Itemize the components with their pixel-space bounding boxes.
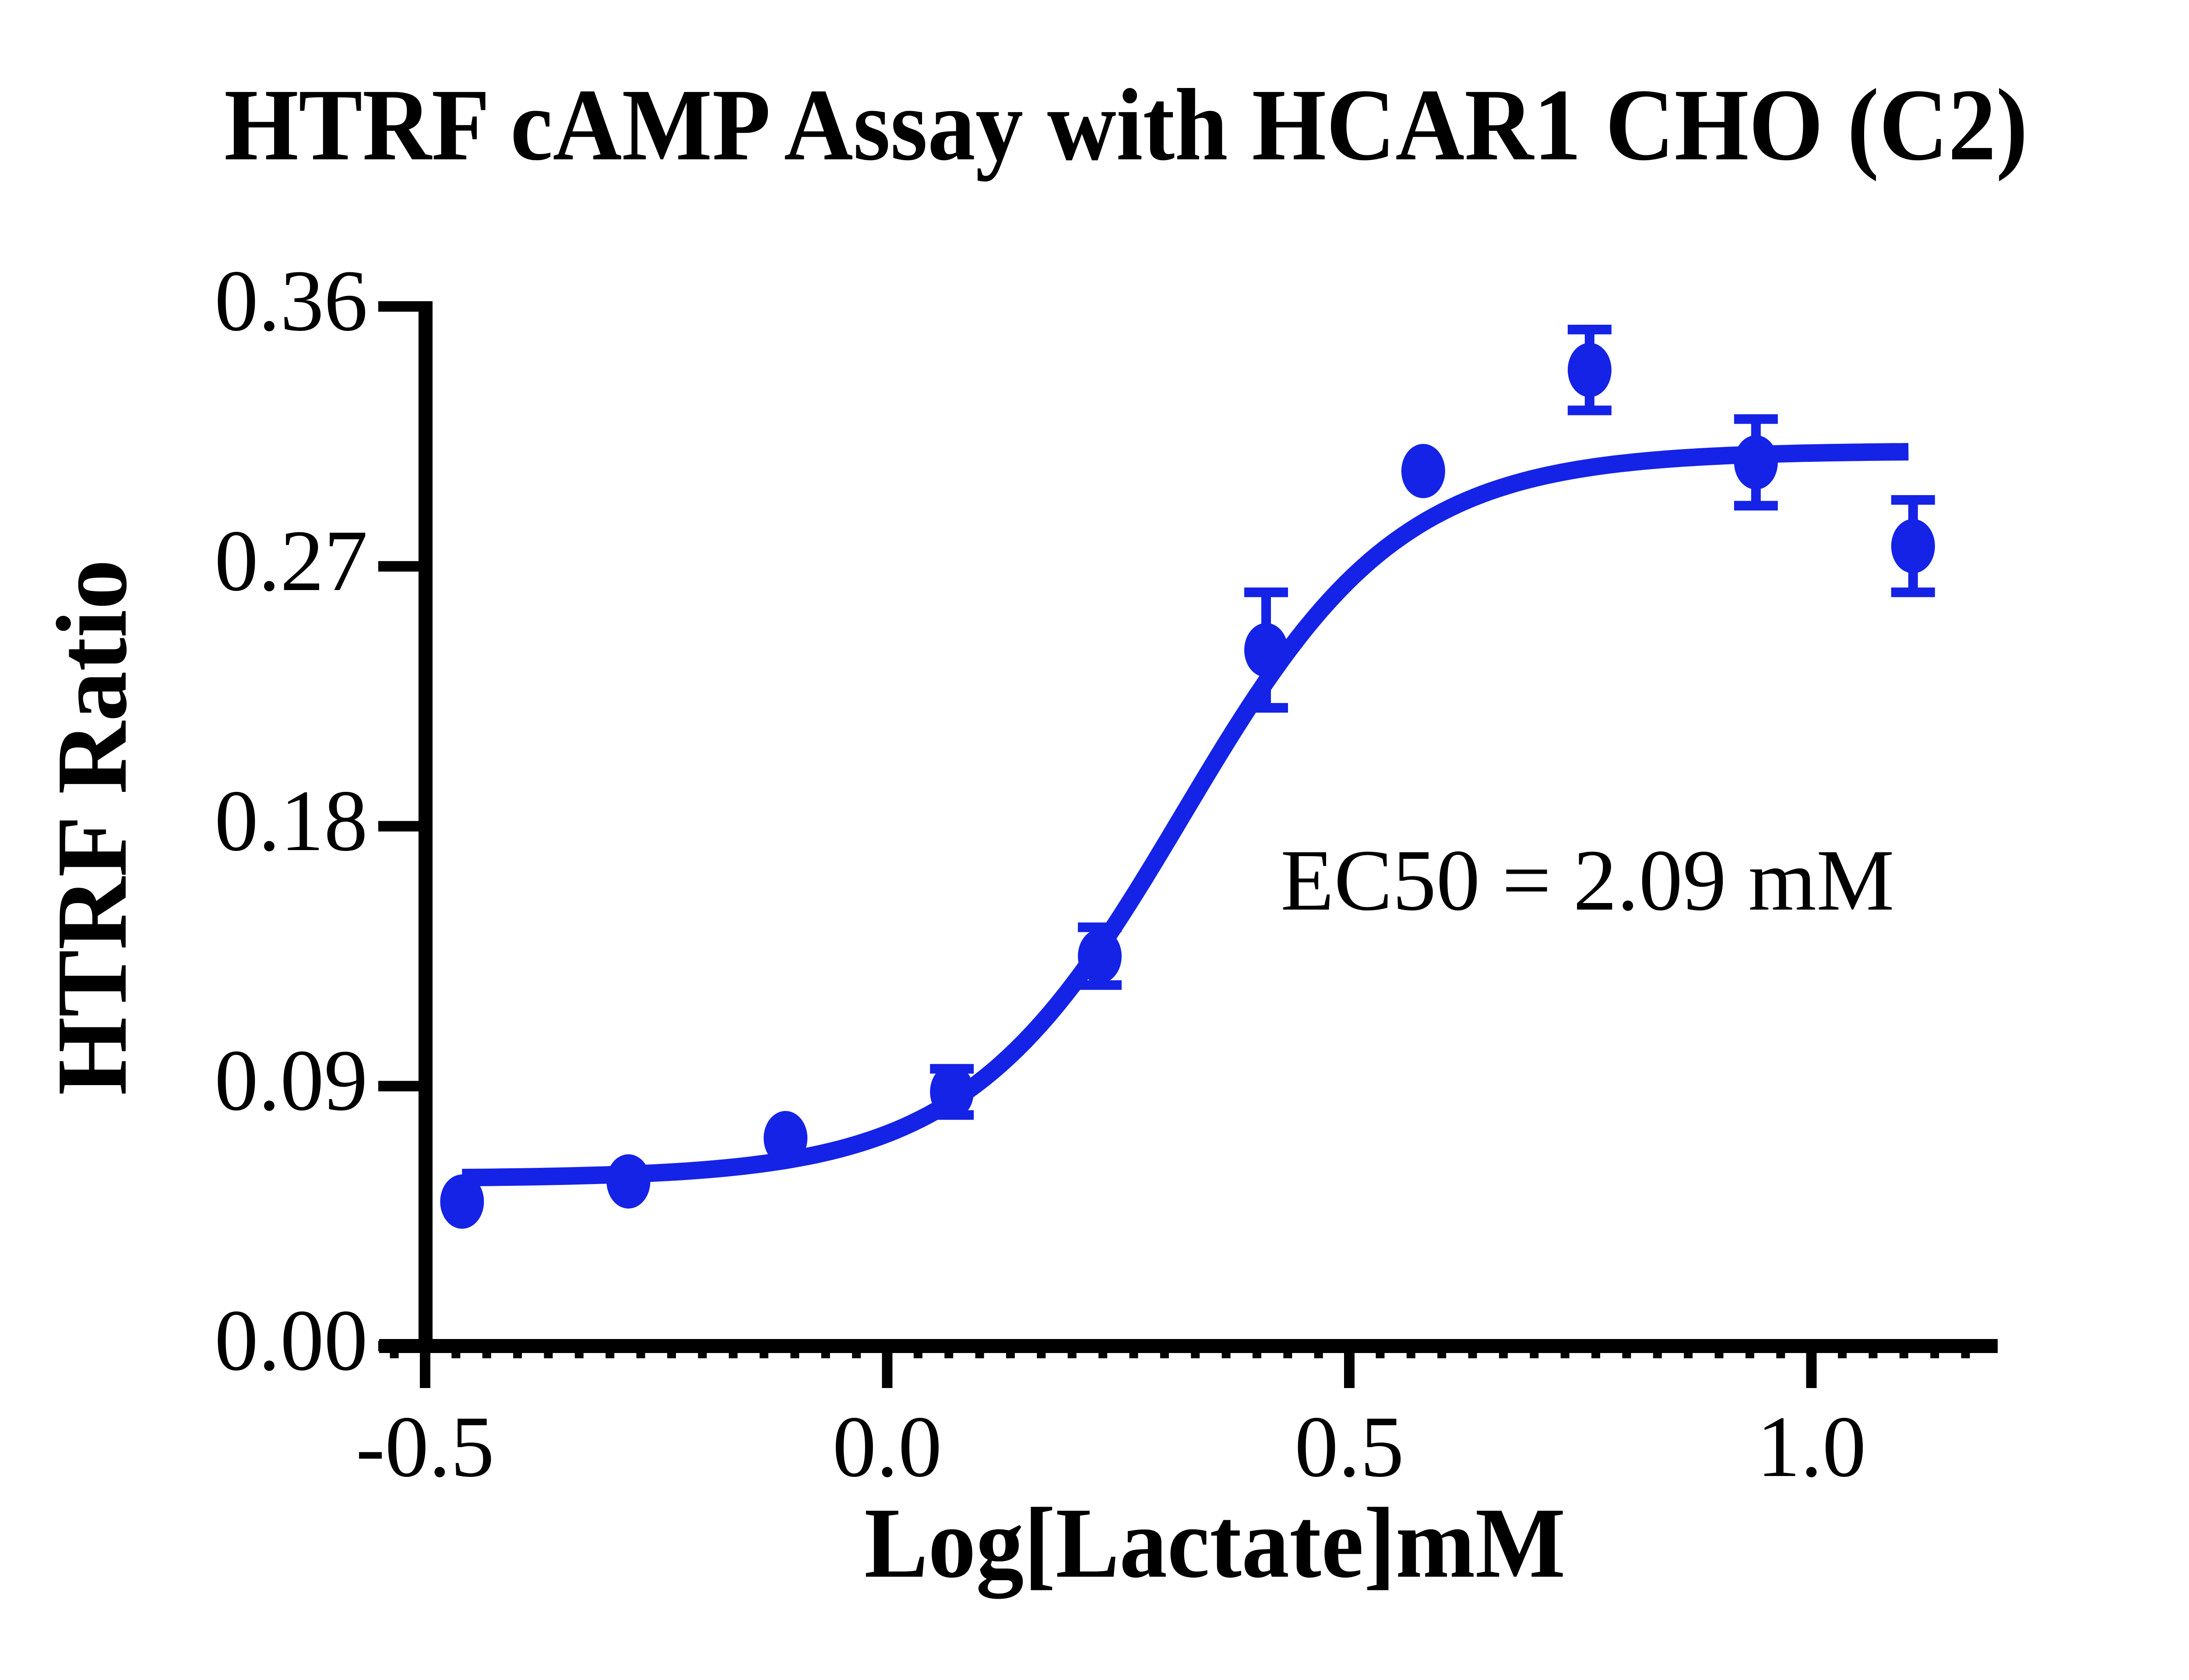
x-minor-tick: [667, 1353, 676, 1358]
x-minor-tick: [1622, 1353, 1631, 1358]
y-major-tick: [378, 561, 433, 572]
x-minor-tick: [1468, 1353, 1477, 1358]
x-minor-tick: [1530, 1353, 1539, 1358]
data-point: [1078, 929, 1122, 984]
error-bar-cap-bottom: [1891, 587, 1935, 597]
y-tick-label: 0.09: [215, 1032, 368, 1129]
data-point: [1891, 519, 1935, 573]
x-minor-tick: [482, 1353, 491, 1358]
x-minor-tick: [605, 1353, 615, 1358]
x-minor-tick: [1160, 1353, 1169, 1358]
x-minor-tick: [728, 1353, 738, 1358]
error-bar-cap-top: [1244, 587, 1288, 597]
x-minor-tick: [1221, 1353, 1231, 1358]
x-minor-tick: [1191, 1353, 1200, 1358]
y-tick-label: 0.18: [215, 772, 368, 869]
error-bar-cap-top: [1078, 922, 1122, 932]
x-minor-tick: [1437, 1353, 1446, 1358]
x-minor-tick: [1406, 1353, 1415, 1358]
x-minor-tick: [1283, 1353, 1292, 1358]
x-minor-tick: [1006, 1353, 1015, 1358]
x-minor-tick: [1314, 1353, 1323, 1358]
x-major-tick: [1806, 1339, 1817, 1388]
x-tick-label: -0.5: [355, 1399, 495, 1495]
error-bar-cap-top: [1891, 495, 1935, 505]
x-minor-tick: [1591, 1353, 1601, 1358]
x-minor-tick: [760, 1353, 769, 1358]
error-bar-cap-bottom: [1567, 405, 1612, 415]
x-minor-tick: [1745, 1353, 1754, 1358]
error-bar-cap-bottom: [1244, 703, 1288, 713]
x-major-tick: [882, 1339, 893, 1388]
x-minor-tick: [1899, 1353, 1908, 1358]
data-point: [1244, 623, 1288, 678]
x-minor-tick: [1684, 1353, 1693, 1358]
x-axis-line: [379, 1339, 1998, 1353]
chart-title: HTRF cAMP Assay with HCAR1 CHO (C2): [224, 68, 2028, 182]
y-tick-label: 0.27: [215, 512, 368, 609]
data-point: [930, 1065, 974, 1119]
y-tick-label: 0.36: [215, 253, 368, 350]
x-minor-tick: [821, 1353, 830, 1358]
data-point: [606, 1154, 651, 1209]
x-minor-tick: [513, 1353, 522, 1358]
x-minor-tick: [1376, 1353, 1385, 1358]
x-minor-tick: [1067, 1353, 1077, 1358]
x-minor-tick: [451, 1353, 461, 1358]
x-minor-tick: [574, 1353, 584, 1358]
y-major-tick: [378, 821, 433, 832]
x-minor-tick: [698, 1353, 707, 1358]
x-tick-label: 0.5: [1295, 1399, 1404, 1495]
x-tick-label: 1.0: [1756, 1399, 1866, 1495]
x-minor-tick: [1129, 1353, 1138, 1358]
x-minor-tick: [1961, 1353, 1970, 1358]
x-minor-tick: [636, 1353, 645, 1358]
data-point: [764, 1111, 808, 1166]
x-major-tick: [1344, 1339, 1355, 1388]
x-minor-tick: [1098, 1353, 1108, 1358]
x-minor-tick: [913, 1353, 922, 1358]
y-tick-label: 0.00: [215, 1292, 368, 1389]
x-minor-tick: [1037, 1353, 1046, 1358]
ec50-annotation: EC50 = 2.09 mM: [1281, 832, 1894, 929]
x-minor-tick: [390, 1353, 399, 1358]
error-bar-cap-bottom: [1078, 980, 1122, 990]
x-minor-tick: [1653, 1353, 1662, 1358]
x-minor-tick: [1776, 1353, 1785, 1358]
y-major-tick: [378, 1081, 433, 1092]
data-point: [1734, 435, 1778, 490]
x-minor-tick: [790, 1353, 799, 1358]
x-minor-tick: [975, 1353, 984, 1358]
error-bar-cap-bottom: [1734, 501, 1778, 511]
x-minor-tick: [1930, 1353, 1939, 1358]
y-major-tick: [378, 1341, 433, 1351]
x-axis-label: Log[Lactate]mM: [864, 1487, 1566, 1599]
x-minor-tick: [944, 1353, 954, 1358]
data-point: [440, 1174, 484, 1229]
x-minor-tick: [1838, 1353, 1847, 1358]
x-minor-tick: [1714, 1353, 1724, 1358]
x-tick-label: 0.0: [832, 1399, 942, 1495]
data-point: [1401, 444, 1445, 499]
x-minor-tick: [1499, 1353, 1508, 1358]
x-minor-tick: [852, 1353, 861, 1358]
data-point: [1567, 343, 1612, 397]
x-minor-tick: [1252, 1353, 1261, 1358]
x-minor-tick: [1869, 1353, 1878, 1358]
error-bar-cap-top: [1734, 414, 1778, 424]
error-bar-cap-top: [1567, 324, 1612, 334]
x-minor-tick: [1560, 1353, 1570, 1358]
fit-curve: [462, 443, 1909, 1187]
y-major-tick: [378, 301, 433, 312]
x-minor-tick: [544, 1353, 553, 1358]
